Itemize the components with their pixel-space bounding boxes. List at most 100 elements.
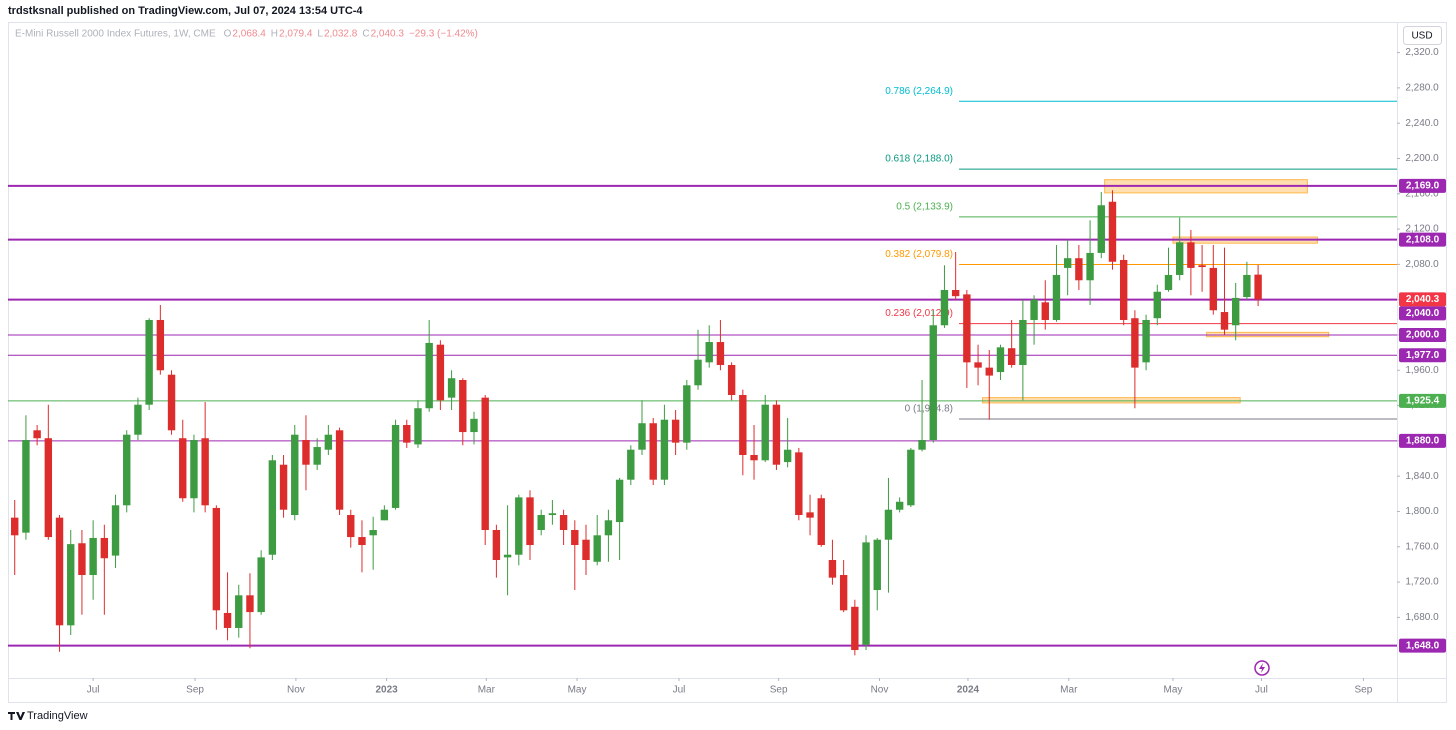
candle-body	[515, 497, 523, 555]
candle-body	[279, 464, 288, 510]
candle	[1187, 229, 1195, 296]
candle-body	[145, 319, 153, 405]
candle	[873, 537, 881, 611]
candle	[111, 494, 120, 568]
candle-body	[694, 359, 702, 386]
candle	[436, 340, 445, 410]
candle-body	[1086, 252, 1094, 281]
candle	[55, 515, 64, 652]
candle	[459, 378, 467, 446]
candle-body	[156, 319, 165, 371]
candle	[1131, 310, 1139, 409]
candle-body	[761, 404, 769, 461]
candle	[22, 415, 30, 540]
level-badge	[1399, 638, 1446, 653]
candle-body	[974, 362, 982, 368]
x-tick-label: Sep	[770, 685, 788, 696]
candle	[559, 509, 568, 546]
candle-body	[436, 344, 445, 401]
lightning-icon[interactable]	[1254, 660, 1270, 676]
candle	[974, 344, 982, 386]
y-tick-label: 1,680.0	[1405, 612, 1439, 623]
candle	[380, 505, 389, 521]
candle	[503, 505, 512, 596]
candle-body	[369, 530, 377, 536]
candle	[100, 524, 109, 615]
candle	[1209, 244, 1217, 315]
level-label: 1,880.0	[1406, 436, 1440, 447]
candle-body	[268, 460, 277, 555]
candle-body	[907, 449, 915, 506]
candle	[996, 344, 1005, 380]
level-badge	[1399, 232, 1446, 247]
candle-body	[425, 342, 433, 409]
candle-body	[615, 479, 624, 523]
candle-body	[1187, 242, 1195, 268]
level-label: 1,977.0	[1406, 350, 1440, 361]
candle	[335, 427, 344, 516]
candle	[638, 400, 646, 455]
candle	[235, 584, 243, 638]
candle	[313, 438, 321, 471]
candle-body	[33, 430, 41, 439]
level-badge	[1399, 178, 1446, 193]
candle-body	[918, 439, 926, 450]
candle-body	[1119, 259, 1128, 320]
candle-body	[985, 367, 993, 376]
candle	[985, 349, 993, 420]
candle	[212, 505, 221, 630]
ohlc-key: L	[317, 29, 323, 40]
fib-label: 0.236 (2,012.9)	[885, 308, 953, 319]
candle-body	[235, 595, 243, 628]
candle-body	[1232, 297, 1240, 326]
ohlc-key: C	[362, 29, 369, 40]
candle-body	[951, 289, 960, 297]
level-label: 2,169.0	[1406, 180, 1440, 191]
candle	[1007, 319, 1016, 368]
candle	[739, 389, 747, 476]
candle	[895, 497, 904, 513]
candle	[761, 394, 769, 463]
candle-body	[391, 424, 400, 508]
candle-body	[78, 543, 86, 576]
fib-label: 0 (1,904.8)	[905, 404, 953, 415]
level-label: 1,925.4	[1406, 395, 1440, 406]
candle-body	[783, 449, 792, 463]
candle	[515, 494, 523, 566]
ohlc-value: 2,032.8	[324, 29, 358, 40]
candle-body	[1254, 274, 1262, 300]
zone	[982, 397, 1241, 404]
candle-body	[839, 575, 848, 611]
x-tick-label: May	[568, 685, 587, 696]
candle-body	[772, 404, 781, 465]
candle	[817, 494, 825, 547]
candle-body	[223, 612, 232, 628]
candle	[918, 379, 926, 452]
candle	[571, 520, 579, 591]
candle-body	[44, 438, 53, 538]
candle-body	[302, 439, 310, 465]
x-tick-label: Nov	[287, 685, 305, 696]
candle-body	[1007, 348, 1016, 365]
candle	[44, 404, 53, 540]
candle	[201, 402, 209, 513]
candle-body	[627, 449, 635, 480]
candle-body	[1097, 205, 1105, 253]
currency-button[interactable]	[1403, 26, 1442, 45]
candle-body	[1243, 274, 1251, 298]
candle-body	[134, 404, 142, 435]
x-tick-label: Sep	[1354, 685, 1372, 696]
candle	[1041, 280, 1049, 330]
candle-body	[291, 434, 299, 516]
candle-body	[414, 408, 422, 445]
candle	[369, 516, 377, 570]
candle-body	[1175, 242, 1184, 275]
candle	[750, 424, 758, 480]
candle-body	[1142, 319, 1150, 363]
candle	[940, 265, 949, 328]
candle-body	[1052, 274, 1061, 320]
candle-body	[257, 557, 265, 613]
candle	[324, 424, 333, 455]
x-tick-label: 2024	[957, 685, 980, 696]
candle-body	[1108, 201, 1117, 262]
